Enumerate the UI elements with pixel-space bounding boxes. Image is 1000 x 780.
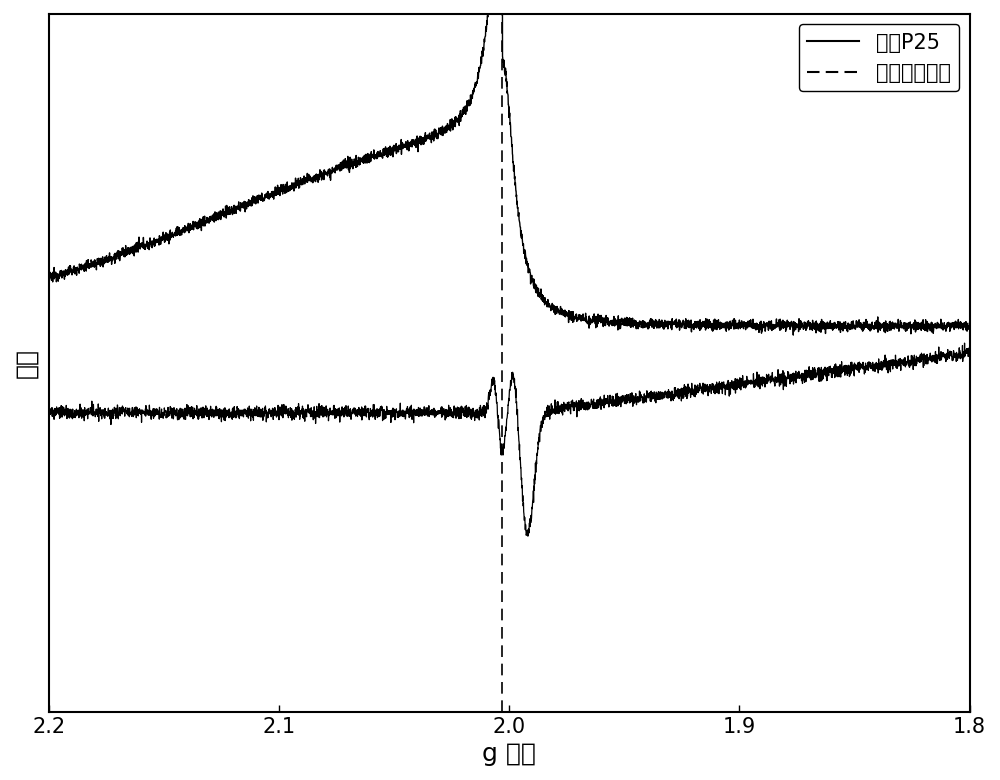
商业P25 xyxy=(430,126,442,135)
介孔二氧化馒 xyxy=(480,409,492,418)
商业P25 xyxy=(936,321,948,330)
介孔二氧化馒 xyxy=(936,353,948,363)
商业P25 xyxy=(43,274,55,283)
Line: 介孔二氧化馒: 介孔二氧化馒 xyxy=(49,343,970,536)
介孔二氧化馒 xyxy=(522,531,534,541)
介孔二氧化馒 xyxy=(959,339,971,348)
Line: 商业P25: 商业P25 xyxy=(49,0,970,335)
介孔二氧化馒 xyxy=(712,384,724,393)
商业P25 xyxy=(964,319,976,328)
介孔二氧化馒 xyxy=(43,404,55,413)
Legend: 商业P25, 介孔二氧化馒: 商业P25, 介孔二氧化馒 xyxy=(799,24,959,91)
X-axis label: g 因子: g 因子 xyxy=(482,742,536,766)
Y-axis label: 强度: 强度 xyxy=(14,348,38,378)
商业P25 xyxy=(480,25,492,34)
商业P25 xyxy=(712,319,724,328)
介孔二氧化馒 xyxy=(437,407,449,417)
商业P25 xyxy=(437,129,449,138)
商业P25 xyxy=(787,331,799,340)
介孔二氧化馒 xyxy=(890,355,902,364)
商业P25 xyxy=(890,321,902,331)
介孔二氧化馒 xyxy=(430,409,442,418)
介孔二氧化馒 xyxy=(964,346,976,356)
